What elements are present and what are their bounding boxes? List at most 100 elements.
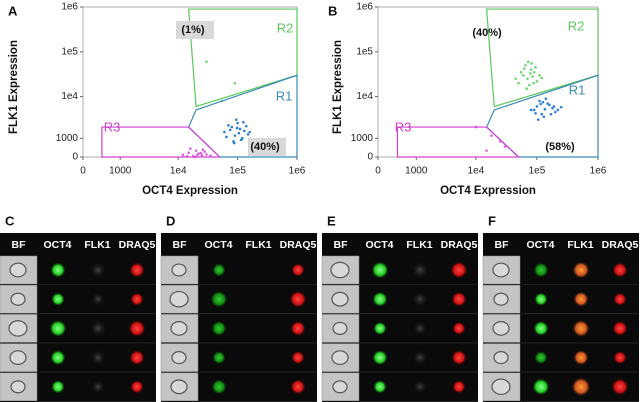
column-header: BF (173, 239, 188, 251)
flk1-signal (89, 348, 107, 367)
data-point (242, 121, 245, 124)
gate-label: R2 (568, 18, 585, 33)
data-point (525, 87, 528, 91)
column-header: FLK1 (406, 239, 432, 251)
data-point (548, 103, 551, 107)
draq5-signal (290, 320, 306, 337)
data-point (534, 112, 537, 115)
column-header: DRAQ5 (280, 239, 317, 251)
data-point (544, 97, 548, 100)
bf-cell (493, 292, 509, 306)
draq5-signal (450, 261, 468, 279)
data-point (203, 150, 207, 153)
data-point (189, 147, 192, 150)
bf-cell (331, 350, 349, 366)
y-tick-label: 0 (367, 152, 373, 163)
data-point (234, 118, 238, 121)
column-header: OCT4 (43, 239, 71, 251)
draq5-signal (613, 350, 627, 365)
gate-label: R3 (104, 119, 121, 134)
x-tick-label: 1e5 (529, 166, 546, 177)
data-point (540, 112, 544, 116)
data-point (532, 108, 536, 112)
data-point (181, 153, 185, 157)
data-point (538, 73, 541, 77)
y-tick-label: 1e6 (61, 2, 78, 13)
data-point (556, 108, 560, 112)
oct4-signal (49, 319, 67, 338)
y-tick-label: 1e5 (61, 46, 78, 57)
data-point (531, 75, 534, 78)
y-tick-label: 1000 (56, 133, 79, 144)
data-point (244, 124, 248, 128)
data-point (232, 141, 236, 145)
x-tick-label: 1e4 (468, 166, 485, 177)
x-tick-label: 0 (80, 166, 86, 177)
flk1-signal (412, 320, 428, 337)
oct4-signal (212, 263, 226, 277)
oct4-signal (51, 292, 65, 307)
data-point (524, 64, 527, 67)
oct4-signal (372, 291, 388, 308)
draq5-signal (129, 349, 145, 366)
data-point (529, 68, 533, 71)
column-header: BF (12, 239, 27, 251)
panel-label: E (327, 213, 336, 228)
annotation: (58%) (545, 141, 575, 153)
data-point (233, 134, 237, 137)
bf-cell (493, 351, 509, 365)
flk1-signal (88, 318, 108, 339)
draq5-signal (130, 292, 144, 307)
gate (101, 126, 222, 158)
gate-label: R1 (569, 82, 586, 97)
oct4-signal (210, 290, 228, 309)
data-point (248, 130, 252, 134)
bf-cell (332, 321, 348, 335)
data-point (535, 79, 539, 83)
bf-cell-bg (321, 372, 360, 402)
data-point (205, 60, 208, 64)
data-point (527, 83, 531, 87)
data-point (540, 76, 544, 80)
flk1-signal (573, 291, 589, 308)
y-tick-label: 1000 (351, 133, 374, 144)
bf-cell (170, 379, 188, 395)
data-point (233, 81, 237, 85)
draq5-signal (130, 379, 144, 394)
data-point (549, 112, 553, 116)
column-header: OCT4 (526, 239, 554, 251)
bf-cell (171, 351, 187, 365)
bf-cell (9, 262, 27, 278)
oct4-signal (50, 349, 66, 366)
oct4-signal (533, 320, 549, 337)
flk1-signal (571, 376, 591, 397)
data-point (532, 70, 536, 74)
gate (396, 126, 521, 158)
data-point (532, 81, 535, 85)
data-point (529, 108, 533, 112)
x-tick-label: 1e4 (170, 166, 187, 177)
flk1-signal (411, 348, 429, 367)
data-point (235, 126, 239, 130)
bf-cell (8, 320, 28, 337)
flk1-signal (573, 349, 589, 366)
data-point (535, 105, 539, 108)
data-point (196, 153, 199, 157)
data-point (225, 135, 228, 139)
data-point (236, 121, 239, 125)
y-tick-label: 1e4 (356, 91, 373, 102)
column-header: OCT4 (204, 239, 232, 251)
flk1-signal (89, 261, 107, 279)
bf-cell (492, 262, 510, 278)
bf-cell (171, 263, 187, 277)
oct4-signal (372, 349, 388, 366)
data-point (546, 102, 549, 105)
data-point (485, 149, 488, 152)
bf-cell (169, 290, 189, 308)
data-point (194, 149, 198, 152)
data-point (542, 115, 546, 119)
draq5-signal (129, 262, 145, 278)
draq5-signal (612, 262, 628, 278)
data-point (538, 99, 541, 103)
